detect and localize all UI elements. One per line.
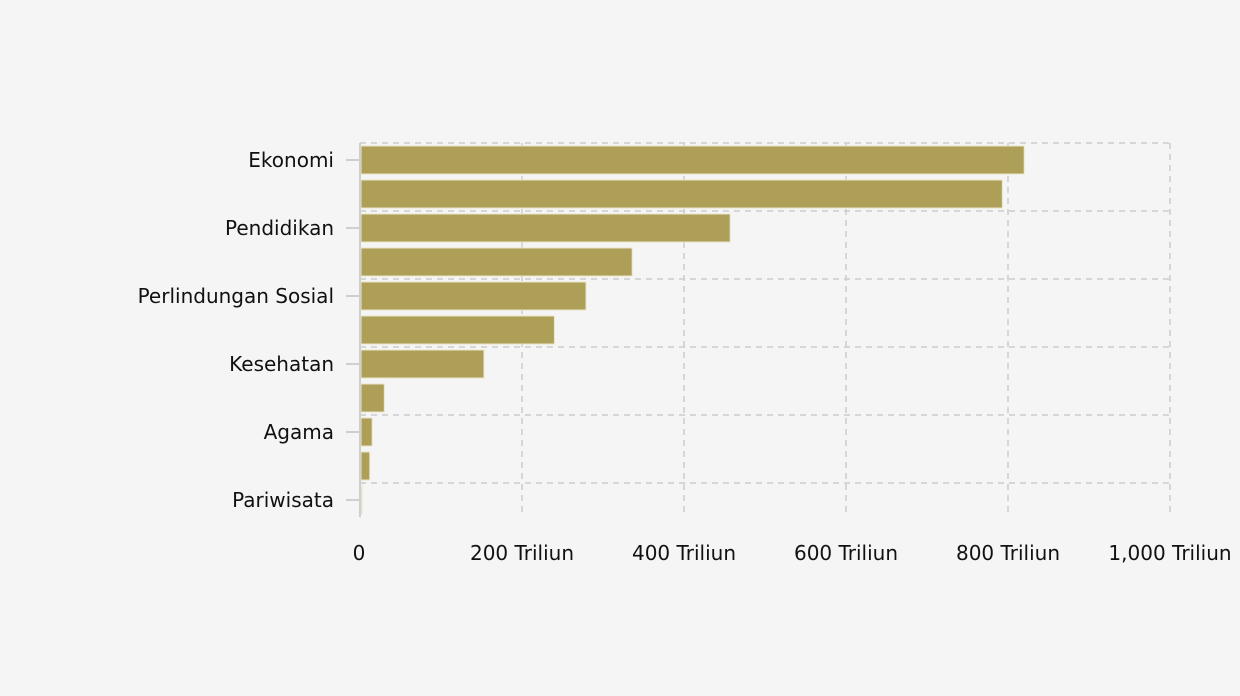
- y-tick-label: Pariwisata: [232, 488, 334, 512]
- x-tick-label: 400 Triliun: [632, 541, 736, 565]
- bar-item-9: [360, 451, 371, 481]
- bar-item-3: [360, 247, 633, 277]
- bar-agama: [360, 417, 373, 447]
- x-tick-label: 600 Triliun: [794, 541, 898, 565]
- y-axis: Ekonomi Pendidikan Perlindungan Sosial Kese…: [138, 143, 361, 517]
- y-tick-label: Kesehatan: [229, 352, 334, 376]
- bars: [360, 145, 1025, 515]
- y-tick-label: Agama: [264, 420, 334, 444]
- bar-item-7: [360, 383, 385, 413]
- y-tick-label: Perlindungan Sosial: [138, 284, 334, 308]
- bar-kesehatan: [360, 349, 485, 379]
- x-tick-label: 800 Triliun: [956, 541, 1060, 565]
- y-tick-label: Pendidikan: [225, 216, 334, 240]
- y-tick-label: Ekonomi: [248, 148, 334, 172]
- bar-pariwisata: [360, 485, 363, 515]
- bar-item-1: [360, 179, 1003, 209]
- x-tick-label: 200 Triliun: [470, 541, 574, 565]
- bar-perlindungan-sosial: [360, 281, 587, 311]
- x-tick-label: 0: [353, 541, 366, 565]
- x-axis: 0 200 Triliun 400 Triliun 600 Triliun 800 Tr…: [353, 541, 1232, 565]
- bar-pendidikan: [360, 213, 731, 243]
- gridlines: [360, 142, 1171, 517]
- bar-ekonomi: [360, 145, 1025, 175]
- x-tick-label: 1,000 Triliun: [1108, 541, 1231, 565]
- bar-item-5: [360, 315, 555, 345]
